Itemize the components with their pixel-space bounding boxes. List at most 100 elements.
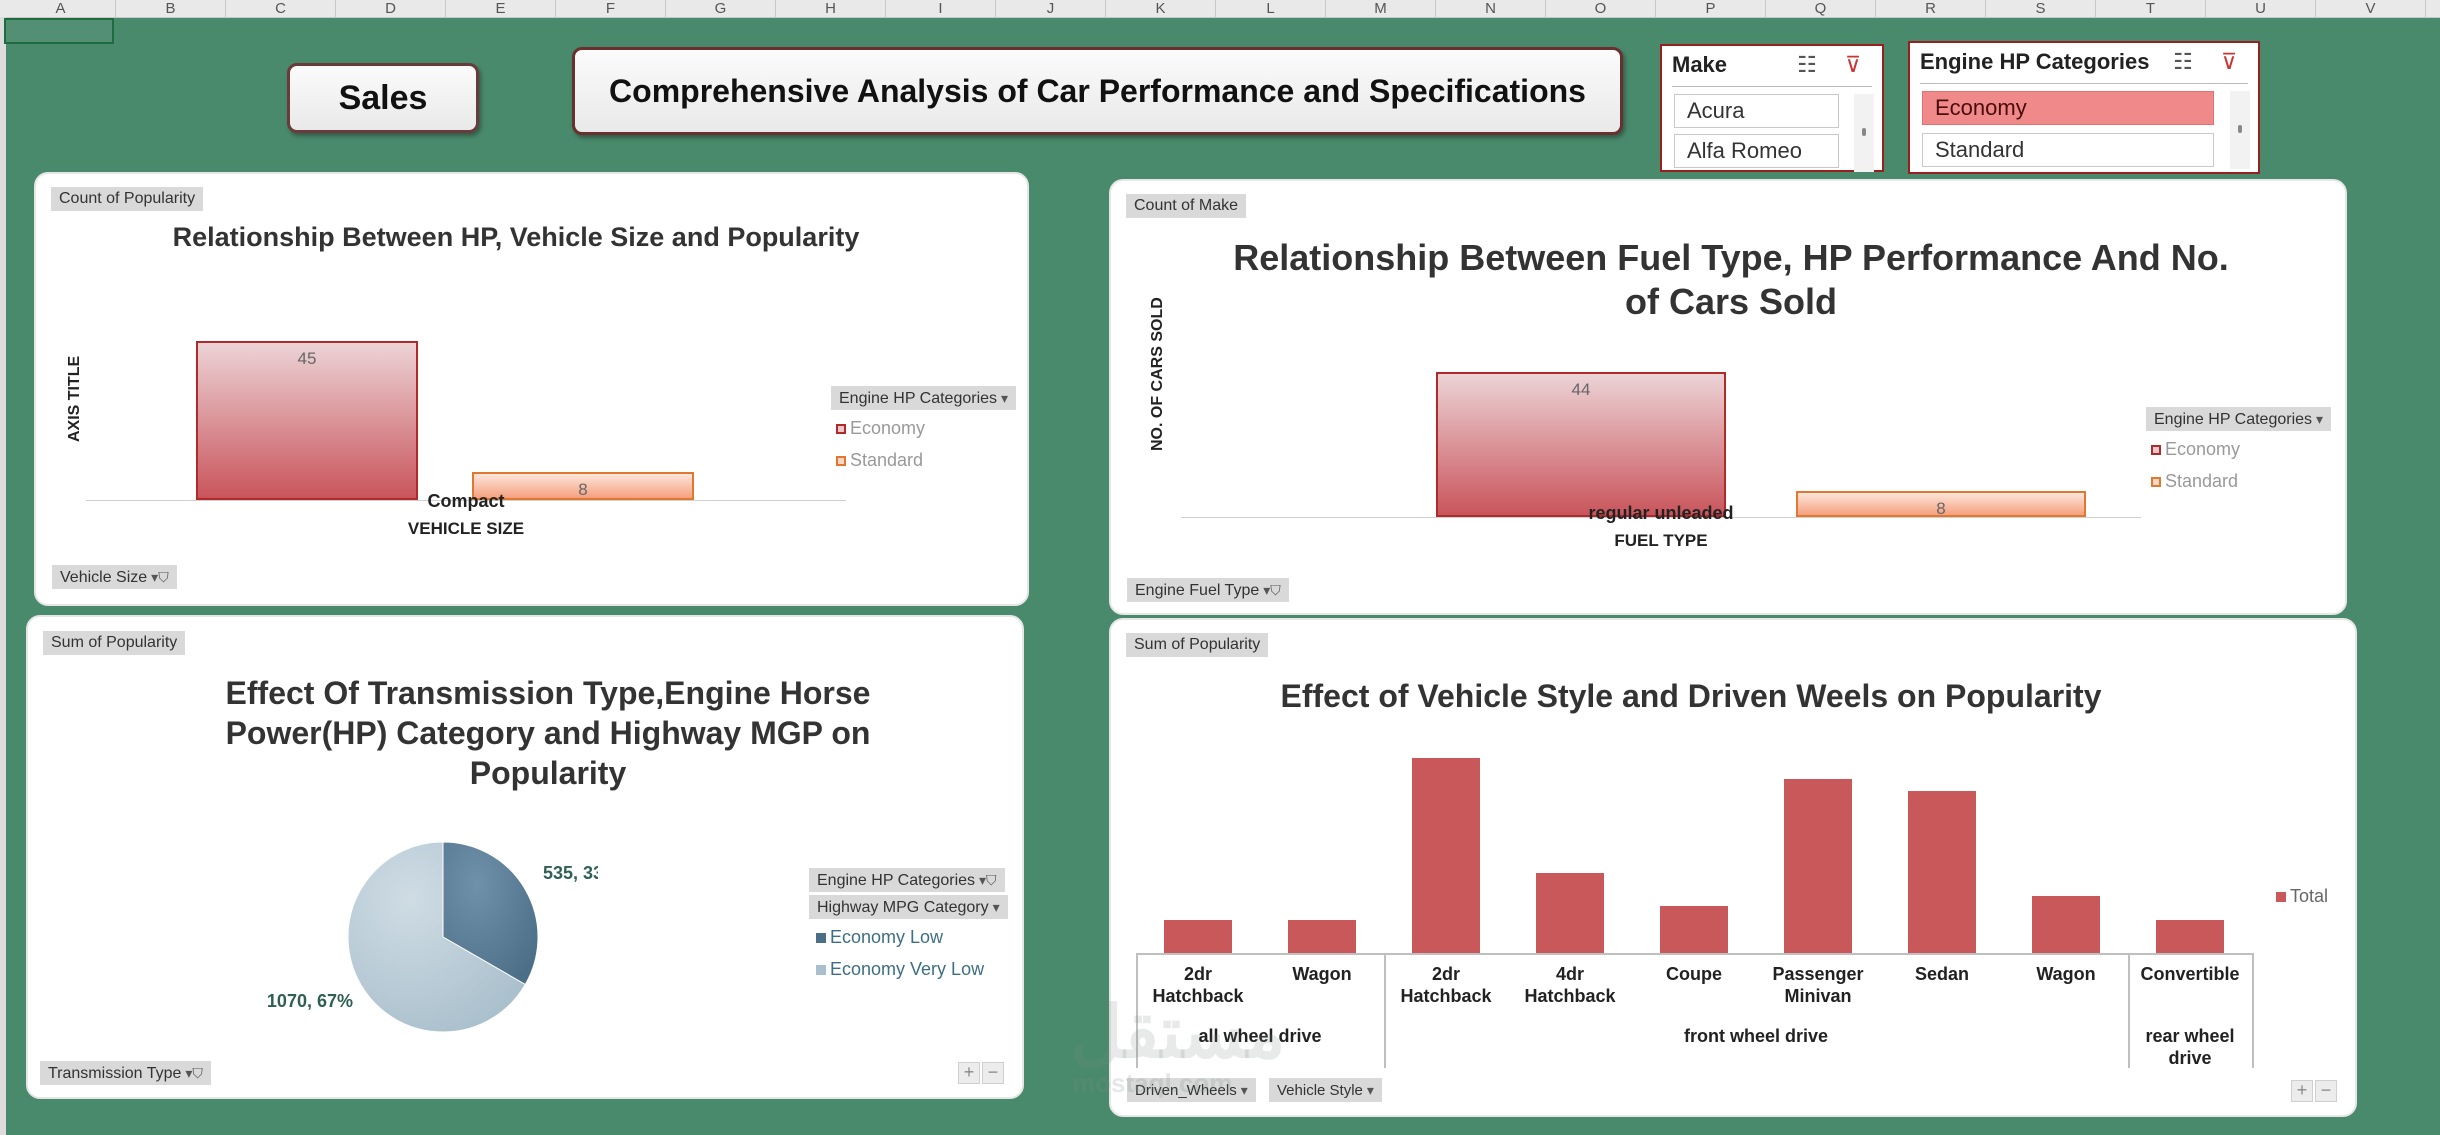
- bar-total[interactable]: [1908, 791, 1976, 953]
- x-tick-label: regular unleaded: [1588, 503, 1734, 523]
- pie-slice-economy-very-low[interactable]: [347, 841, 526, 1033]
- column-header-m[interactable]: M: [1326, 0, 1436, 17]
- legend-field-button-mpg[interactable]: Highway MPG Category ▾: [809, 895, 1008, 919]
- y-axis-title: NO. OF CARS SOLD: [1149, 297, 1166, 451]
- pie-slice-economy-low[interactable]: [442, 841, 539, 986]
- x-axis-line: [1181, 517, 2141, 518]
- column-header-t[interactable]: T: [2096, 0, 2206, 17]
- column-header-j[interactable]: J: [996, 0, 1106, 17]
- legend-field-button[interactable]: Engine HP Categories ▾: [2146, 407, 2332, 431]
- legend-economy-low: Economy Low: [816, 927, 943, 948]
- column-header-v[interactable]: V: [2316, 0, 2426, 17]
- multi-select-icon[interactable]: ☷: [2173, 49, 2193, 74]
- hp-slicer-title: Engine HP Categories: [1920, 49, 2150, 74]
- legend-economy-very-low: Economy Very Low: [816, 959, 984, 980]
- x-tick-label: Passenger Minivan: [1772, 964, 1864, 1006]
- column-header-l[interactable]: L: [1216, 0, 1326, 17]
- multi-select-icon[interactable]: ☷: [1797, 52, 1817, 77]
- axis-field-button-driven-wheels[interactable]: Driven_Wheels ▾: [1127, 1078, 1256, 1102]
- column-header-g[interactable]: G: [666, 0, 776, 17]
- slicer-item-standard[interactable]: Standard: [1922, 133, 2214, 167]
- column-header-c[interactable]: C: [226, 0, 336, 17]
- data-label: 8: [578, 479, 588, 499]
- collapse-icon[interactable]: −: [2315, 1080, 2337, 1102]
- x-group-label: rear wheel drive: [2145, 1026, 2235, 1068]
- bar-total[interactable]: [1288, 919, 1356, 953]
- bar-total[interactable]: [1536, 873, 1604, 953]
- bar-economy[interactable]: [1436, 371, 1726, 517]
- chart-vehicle-style[interactable]: Sum of Popularity Effect of Vehicle Styl…: [1109, 618, 2357, 1117]
- watermark-logo: مستقل: [1070, 993, 1286, 1073]
- sales-button[interactable]: Sales: [287, 63, 479, 133]
- column-header-o[interactable]: O: [1546, 0, 1656, 17]
- expand-icon[interactable]: +: [2291, 1080, 2313, 1102]
- column-header-h[interactable]: H: [776, 0, 886, 17]
- column-header-n[interactable]: N: [1436, 0, 1546, 17]
- column-header-e[interactable]: E: [446, 0, 556, 17]
- column-header-b[interactable]: B: [116, 0, 226, 17]
- collapse-icon[interactable]: −: [982, 1062, 1004, 1084]
- column-header-k[interactable]: K: [1106, 0, 1216, 17]
- hp-category-slicer[interactable]: Engine HP Categories ☷ ⊽ Economy Standar…: [1908, 41, 2260, 174]
- chart-hp-vehicle-size[interactable]: Count of Popularity Relationship Between…: [34, 172, 1029, 606]
- legend-field-button-hp[interactable]: Engine HP Categories ▾⛉: [809, 868, 1005, 892]
- bar-total[interactable]: [1660, 906, 1728, 953]
- bar-total[interactable]: [2156, 919, 2224, 953]
- slicer-divider: [1672, 86, 1872, 87]
- column-header-r[interactable]: R: [1876, 0, 1986, 17]
- x-tick-label: Compact: [427, 491, 505, 511]
- slicer-item-alfa-romeo[interactable]: Alfa Romeo: [1674, 134, 1839, 168]
- clear-filter-icon[interactable]: ⊽: [1844, 52, 1862, 77]
- column-header-a[interactable]: A: [6, 0, 116, 17]
- plot-area: 44 8: [1181, 356, 2141, 521]
- chart-title: Effect of Vehicle Style and Driven Weels…: [1280, 678, 2102, 714]
- selected-cell-a1[interactable]: [4, 18, 114, 44]
- make-slicer[interactable]: Make ☷ ⊽ Acura Alfa Romeo: [1660, 44, 1884, 172]
- column-header-s[interactable]: S: [1986, 0, 2096, 17]
- legend-standard: Standard: [836, 450, 923, 471]
- slicer-item-economy[interactable]: Economy: [1922, 91, 2214, 125]
- value-field-button[interactable]: Count of Make: [1126, 194, 1247, 218]
- column-header-f[interactable]: F: [556, 0, 666, 17]
- axis-field-button[interactable]: Vehicle Size ▾⛉: [52, 565, 177, 589]
- column-header-q[interactable]: Q: [1766, 0, 1876, 17]
- value-field-button[interactable]: Sum of Popularity: [1126, 633, 1269, 657]
- make-slicer-scrollbar[interactable]: [1854, 94, 1874, 172]
- bar-standard[interactable]: [472, 471, 694, 500]
- value-field-button[interactable]: Count of Popularity: [51, 187, 204, 211]
- bar-total[interactable]: [1412, 758, 1480, 953]
- axis-field-button[interactable]: Engine Fuel Type ▾⛉: [1127, 578, 1289, 602]
- slicer-divider: [1920, 83, 2248, 84]
- hp-slicer-scrollbar[interactable]: [2230, 91, 2250, 169]
- y-axis-title: AXIS TITLE: [66, 355, 83, 442]
- x-axis-title: FUEL TYPE: [1614, 531, 1708, 550]
- bar-standard[interactable]: [1796, 490, 2086, 517]
- legend-field-button[interactable]: Engine HP Categories ▾: [831, 386, 1017, 410]
- x-group-label: all wheel drive: [1198, 1026, 1322, 1046]
- bar-total[interactable]: [1164, 919, 1232, 953]
- axis-group-divider: [2128, 953, 2130, 1068]
- x-axis-line: [86, 500, 846, 501]
- x-tick-label: 2dr Hatchback: [1400, 964, 1492, 1006]
- slicer-item-acura[interactable]: Acura: [1674, 94, 1839, 128]
- chart-transmission-pie[interactable]: Sum of Popularity Effect Of Transmission…: [26, 615, 1024, 1099]
- column-header-i[interactable]: I: [886, 0, 996, 17]
- plot-area: 45 8: [86, 324, 846, 504]
- column-header-u[interactable]: U: [2206, 0, 2316, 17]
- column-header-p[interactable]: P: [1656, 0, 1766, 17]
- bar-total[interactable]: [1784, 779, 1852, 953]
- make-slicer-title: Make: [1672, 52, 1728, 77]
- x-tick-label: Wagon: [2036, 964, 2096, 984]
- row-header-strip: [0, 17, 6, 1135]
- axis-group-divider: [1384, 953, 1386, 1068]
- bar-total[interactable]: [2032, 896, 2100, 953]
- expand-icon[interactable]: +: [958, 1062, 980, 1084]
- bar-economy[interactable]: [196, 340, 418, 500]
- axis-group-divider: [2252, 953, 2254, 1068]
- axis-field-button-vehicle-style[interactable]: Vehicle Style ▾: [1269, 1078, 1382, 1102]
- axis-field-button[interactable]: Transmission Type ▾⛉: [40, 1061, 211, 1085]
- column-header-d[interactable]: D: [336, 0, 446, 17]
- value-field-button[interactable]: Sum of Popularity: [43, 631, 186, 655]
- chart-fuel-type[interactable]: Count of Make Relationship Between Fuel …: [1109, 179, 2347, 615]
- clear-filter-icon[interactable]: ⊽: [2220, 49, 2238, 74]
